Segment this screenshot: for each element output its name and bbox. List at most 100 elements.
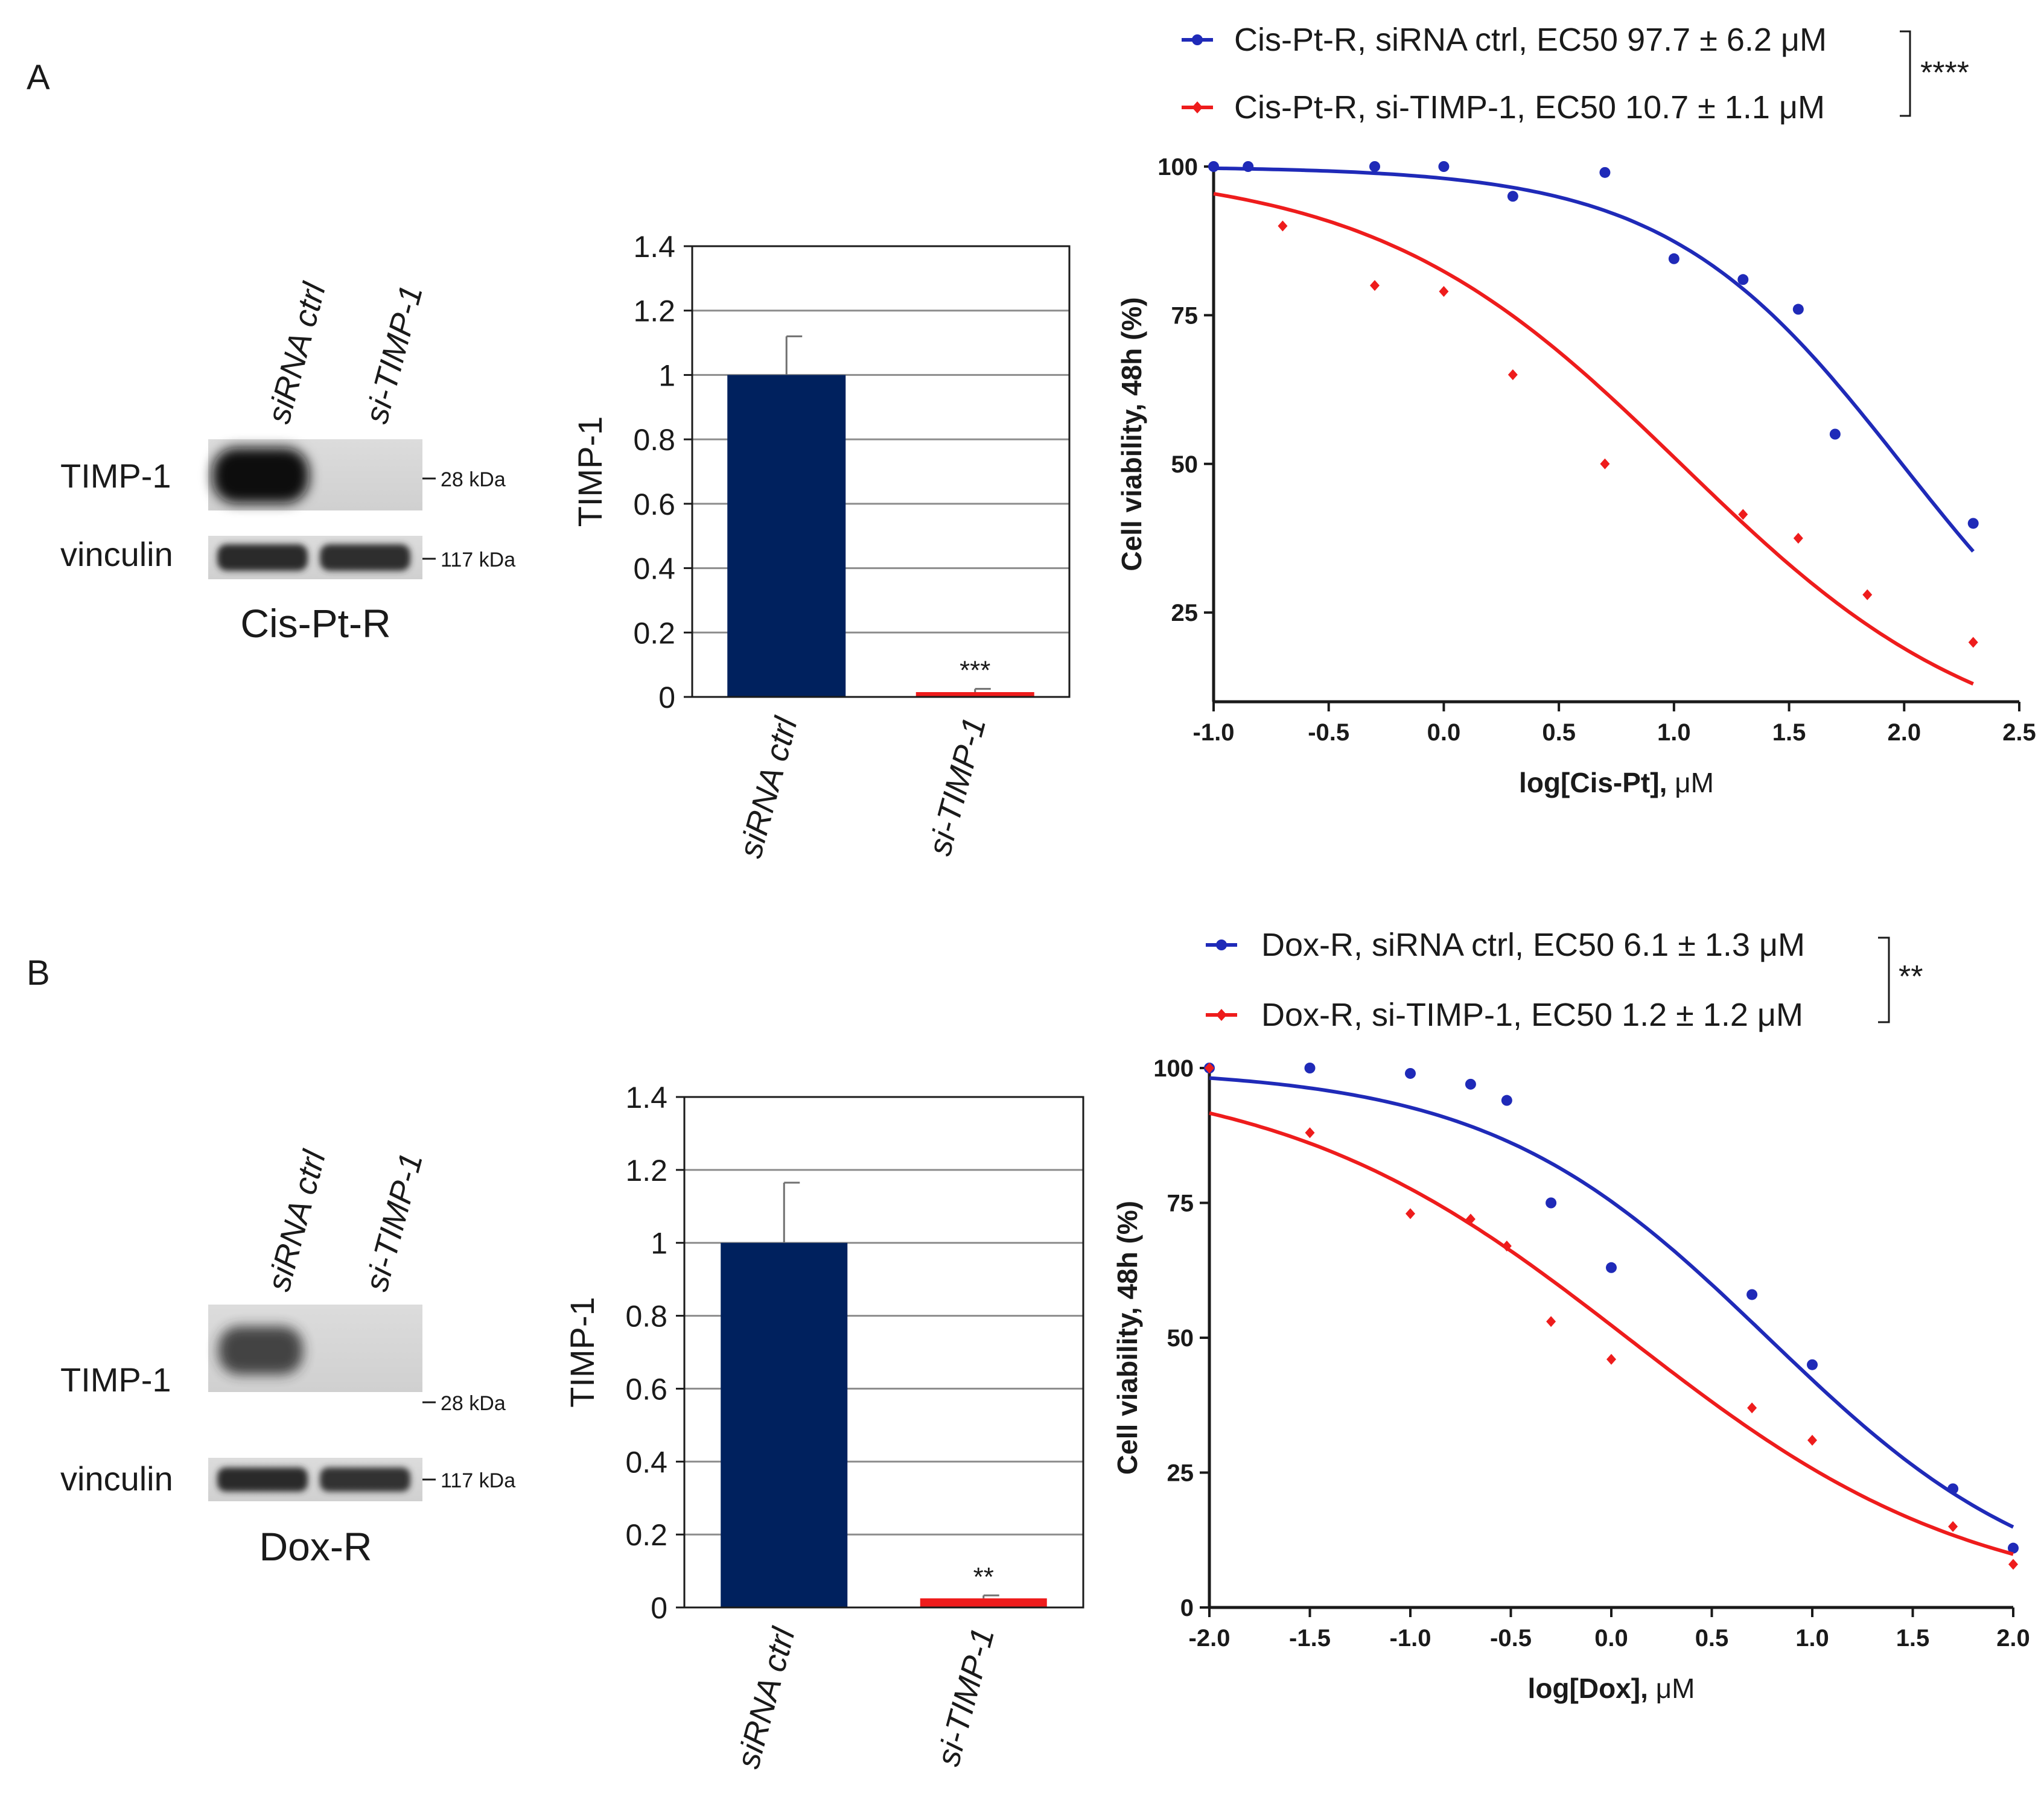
- blot-a-marker-117: 117 kDa: [441, 548, 515, 571]
- dose-b-xtick-label: 2.0: [1996, 1625, 2030, 1652]
- dose-a-xtick-label: 1.5: [1772, 719, 1806, 746]
- blot-b-row-timp1: TIMP-1: [60, 1361, 171, 1399]
- dose-a-ytick-label: 100: [1157, 154, 1198, 180]
- dose-a-fit-curve-2: [1213, 192, 1974, 686]
- blot-a-row-vinculin: vinculin: [60, 535, 173, 573]
- dose-response-b: -2.0 -1.5 -1.0 -0.5 0.0 0.5 1.0 1.5 2.0 0 25 50 75 10…: [1112, 1055, 2030, 1704]
- bar-a-ytick-label: 0.2: [633, 616, 675, 650]
- dose-b-xtick-label: -1.5: [1289, 1625, 1331, 1652]
- dose-a-xlabel: log[Cis-Pt], μM: [1519, 767, 1714, 798]
- legend-a-significance: ****: [1920, 56, 1969, 91]
- blot-a-vinculin-band-2: [320, 544, 410, 571]
- bar-a-ytick-label: 0.4: [633, 552, 675, 586]
- legend-b-bracket: [1878, 936, 1890, 1023]
- bar-a-ytick-label: 1.2: [633, 294, 675, 328]
- dose-b-fit-curve-2: [1209, 1111, 2014, 1556]
- dose-a-point-1: [1599, 167, 1611, 178]
- blot-b-lane-2-label: si-TIMP-1: [358, 1149, 430, 1296]
- dose-b-xtick-label: -0.5: [1490, 1625, 1532, 1652]
- dose-b-point-1: [1465, 1078, 1476, 1090]
- dose-b-point-1: [1304, 1063, 1316, 1073]
- dose-b-xtick-label: 1.0: [1795, 1625, 1829, 1652]
- dose-a-point-1: [1243, 161, 1254, 172]
- blot-b-lane-1-label: siRNA ctrl: [261, 1146, 333, 1295]
- dose-b-ytick-label: 100: [1153, 1055, 1194, 1082]
- dose-b-xtick-label: -1.0: [1390, 1625, 1431, 1652]
- bar-chart-b: siRNA ctrl ** si-TIMP-1 0 0.2 0.4 0.6 0.8 1 1.2 1.…: [563, 1081, 1084, 1772]
- bar-b-significance: **: [973, 1562, 994, 1592]
- blot-a-timp1-band: [212, 448, 309, 503]
- dose-a-point-2: [1439, 285, 1449, 297]
- dose-a-point-2: [1370, 280, 1380, 291]
- legend-a-bracket: [1900, 30, 1911, 117]
- bar-b-ytick-label: 0: [651, 1591, 667, 1625]
- dose-a-ytick-label: 75: [1171, 302, 1199, 329]
- panel-a-label: A: [27, 58, 50, 97]
- blot-a-lane-2-label: si-TIMP-1: [358, 282, 430, 428]
- dose-b-xtick-label: -2.0: [1189, 1625, 1231, 1652]
- dose-b-point-2: [1747, 1402, 1757, 1414]
- dose-b-xlabel: log[Dox], μM: [1528, 1673, 1695, 1704]
- dose-a-xtick-label: 1.0: [1657, 719, 1691, 746]
- dose-b-point-2: [1546, 1316, 1556, 1327]
- legend-b-entry-2: Dox-R, si-TIMP-1, EC50 1.2 ± 1.2 μM: [1261, 997, 1803, 1033]
- dose-b-point-1: [1546, 1197, 1557, 1209]
- legend-a-diamond-marker: [1192, 101, 1203, 113]
- dose-a-point-2: [1968, 637, 1978, 648]
- bar-a-ytick-label: 1: [658, 358, 675, 392]
- dose-a-ytick-label: 25: [1171, 600, 1199, 626]
- dose-b-point-1: [2008, 1542, 2019, 1554]
- blot-b-row-vinculin: vinculin: [60, 1460, 173, 1498]
- bar-a-ytick-label: 0: [658, 681, 675, 714]
- dose-a-xtick-label: -1.0: [1193, 719, 1235, 746]
- bar-a-significance: ***: [960, 656, 990, 685]
- dose-b-xtick-label: 0.0: [1594, 1625, 1628, 1652]
- dose-a-fit-curve-1: [1213, 166, 1975, 553]
- dose-a-xtick-label: 0.0: [1427, 719, 1461, 746]
- dose-a-xtick-label: 0.5: [1542, 719, 1576, 746]
- dose-a-point-1: [1668, 253, 1679, 264]
- dose-b-ytick-label: 0: [1180, 1595, 1194, 1621]
- blot-b-vinculin-band-2: [320, 1467, 410, 1492]
- blot-b-caption: Dox-R: [259, 1524, 372, 1569]
- dose-a-point-2: [1862, 589, 1873, 600]
- dose-a-xtick-label: 2.0: [1887, 719, 1921, 746]
- blot-b-marker-28: 28 kDa: [441, 1392, 506, 1415]
- bar-a-bar-1: [727, 375, 846, 697]
- dose-b-point-2: [1807, 1434, 1817, 1446]
- bar-chart-a: siRNA ctrl *** si-TIMP-1 0 0.2 0.4 0.6 0.8 1 1.2 1…: [571, 230, 1071, 862]
- dose-a-point-1: [1792, 304, 1804, 315]
- dose-b-ytick-label: 75: [1167, 1191, 1194, 1217]
- dose-a-point-1: [1967, 518, 1979, 529]
- dose-b-xlabel-unit: μM: [1648, 1673, 1695, 1704]
- dose-a-point-2: [1508, 369, 1518, 380]
- dose-a-ytick-label: 50: [1171, 451, 1199, 478]
- legend-b-circle-marker: [1216, 939, 1227, 950]
- dose-a-point-1: [1737, 274, 1749, 285]
- bar-b-ytick-label: 1.2: [625, 1154, 667, 1187]
- dose-b-xtick-label: 1.5: [1896, 1625, 1930, 1652]
- dose-b-fit-curve-1: [1209, 1076, 2014, 1529]
- dose-response-a: -1.0 -0.5 0.0 0.5 1.0 1.5 2.0 2.5 25 50 75 100 log[C…: [1116, 154, 2036, 798]
- dose-a-point-1: [1438, 161, 1450, 172]
- bar-b-ytick-label: 0.6: [625, 1372, 667, 1406]
- blot-b-vinculin-band-1: [217, 1467, 308, 1492]
- dose-b-point-2: [1501, 1241, 1512, 1252]
- bar-a-ytick-label: 0.8: [633, 423, 675, 457]
- bar-a-bar-2: [915, 691, 1034, 697]
- dose-a-xlabel-text: log[Cis-Pt],: [1519, 767, 1667, 798]
- blot-b: siRNA ctrl si-TIMP-1 TIMP-1 vinculin 28 …: [60, 1146, 515, 1569]
- blot-a: siRNA ctrl si-TIMP-1 TIMP-1 vinculin 28 …: [60, 278, 515, 646]
- dose-a-point-1: [1208, 161, 1219, 172]
- bar-b-ylabel: TIMP-1: [563, 1297, 601, 1408]
- dose-a-xlabel-unit: μM: [1667, 767, 1714, 798]
- dose-b-point-1: [1947, 1483, 1959, 1495]
- dose-a-point-2: [1738, 509, 1748, 520]
- bar-a-category-label-2: si-TIMP-1: [922, 714, 993, 860]
- dose-b-point-2: [1305, 1127, 1315, 1139]
- blot-a-marker-28: 28 kDa: [441, 468, 506, 491]
- dose-b-point-2: [1948, 1521, 1958, 1532]
- dose-a-point-2: [1278, 220, 1288, 232]
- dose-b-point-1: [1807, 1359, 1818, 1370]
- dose-b-point-2: [1406, 1208, 1415, 1219]
